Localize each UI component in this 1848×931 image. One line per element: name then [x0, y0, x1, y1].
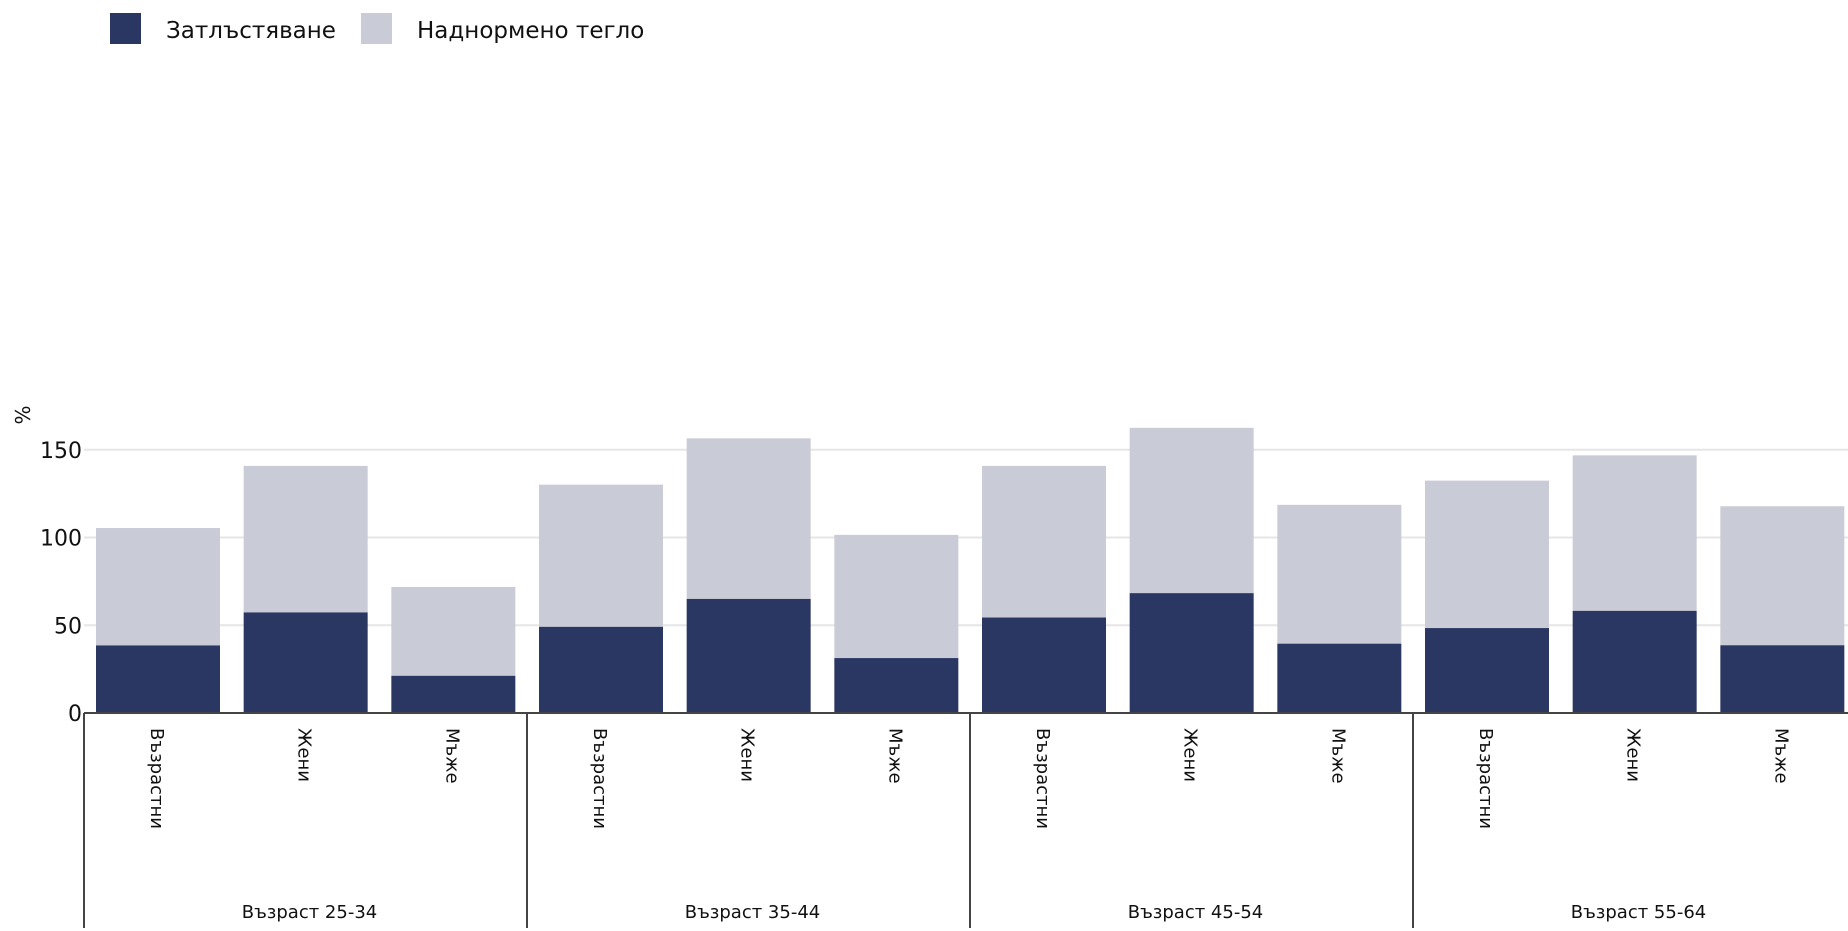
bar-obesity-възраст-55-64-мъже: [1720, 645, 1845, 713]
x-tick-label: Възрастни: [146, 728, 167, 829]
y-axis-title: %: [11, 405, 35, 424]
bar-obesity-възраст-55-64-жени: [1572, 610, 1697, 713]
bar-overweight-възраст-55-64-възрастни: [1425, 480, 1549, 629]
bar-overweight-възраст-25-34-мъже: [391, 586, 516, 676]
bar-overweight-възраст-35-44-мъже: [834, 534, 959, 659]
x-tick-label: Мъже: [884, 728, 905, 784]
group-label: Възраст 45-54: [1128, 902, 1264, 923]
legend-label-overweight: Наднормено тегло: [417, 18, 644, 44]
x-tick-label: Мъже: [1327, 728, 1348, 784]
y-tick-label: 150: [40, 439, 82, 464]
group-label: Възраст 25-34: [242, 902, 378, 923]
bar-overweight-възраст-55-64-мъже: [1720, 506, 1845, 646]
x-tick-label: Мъже: [441, 728, 462, 784]
x-tick-label: Възрастни: [1475, 728, 1496, 829]
bar-obesity-възраст-35-44-възрастни: [539, 626, 663, 713]
bar-overweight-възраст-35-44-възрастни: [539, 484, 663, 627]
bar-obesity-възраст-35-44-мъже: [834, 658, 959, 713]
bar-overweight-възраст-45-54-мъже: [1277, 504, 1402, 644]
bars: [96, 427, 1845, 713]
bar-obesity-възраст-45-54-възрастни: [982, 617, 1106, 713]
legend-swatch-overweight: [361, 13, 392, 44]
bar-obesity-възраст-25-34-възрастни: [96, 645, 220, 713]
x-tick-label: Жени: [294, 728, 315, 782]
bar-overweight-възраст-25-34-жени: [243, 465, 368, 613]
gridlines: [84, 448, 1848, 627]
x-tick-label: Жени: [737, 728, 758, 782]
x-tick-label: Мъже: [1770, 728, 1791, 784]
bar-obesity-възраст-45-54-жени: [1129, 593, 1254, 713]
legend-swatch-obesity: [110, 13, 141, 44]
y-axis-ticks: 0 50 100 150: [40, 439, 82, 727]
x-tick-label: Възрастни: [1032, 728, 1053, 829]
bar-obesity-възраст-55-64-възрастни: [1425, 628, 1549, 713]
y-tick-label: 0: [68, 702, 82, 727]
y-tick-label: 50: [54, 614, 82, 639]
x-tick-label: Жени: [1623, 728, 1644, 782]
legend-label-obesity: Затлъстяване: [166, 18, 336, 44]
bar-obesity-възраст-25-34-мъже: [391, 675, 516, 713]
x-tick-label: Жени: [1180, 728, 1201, 782]
bar-overweight-възраст-25-34-възрастни: [96, 528, 220, 646]
legend: Затлъстяване Наднормено тегло: [110, 13, 644, 44]
x-tick-label: Възрастни: [589, 728, 610, 829]
bar-overweight-възраст-55-64-жени: [1572, 455, 1697, 611]
bar-obesity-възраст-45-54-мъже: [1277, 643, 1402, 713]
bar-obesity-възраст-35-44-жени: [686, 598, 811, 713]
x-axis: Възрастни Жени Мъже Възраст 25-34 Възрастни Ж…: [83, 712, 1848, 928]
bar-obesity-възраст-25-34-жени: [243, 612, 368, 713]
bar-overweight-възраст-35-44-жени: [686, 438, 811, 599]
group-label: Възраст 55-64: [1571, 902, 1707, 923]
bar-overweight-възраст-45-54-възрастни: [982, 465, 1106, 618]
bar-overweight-възраст-45-54-жени: [1129, 427, 1254, 594]
group-label: Възраст 35-44: [685, 902, 821, 923]
y-tick-label: 100: [40, 527, 82, 552]
